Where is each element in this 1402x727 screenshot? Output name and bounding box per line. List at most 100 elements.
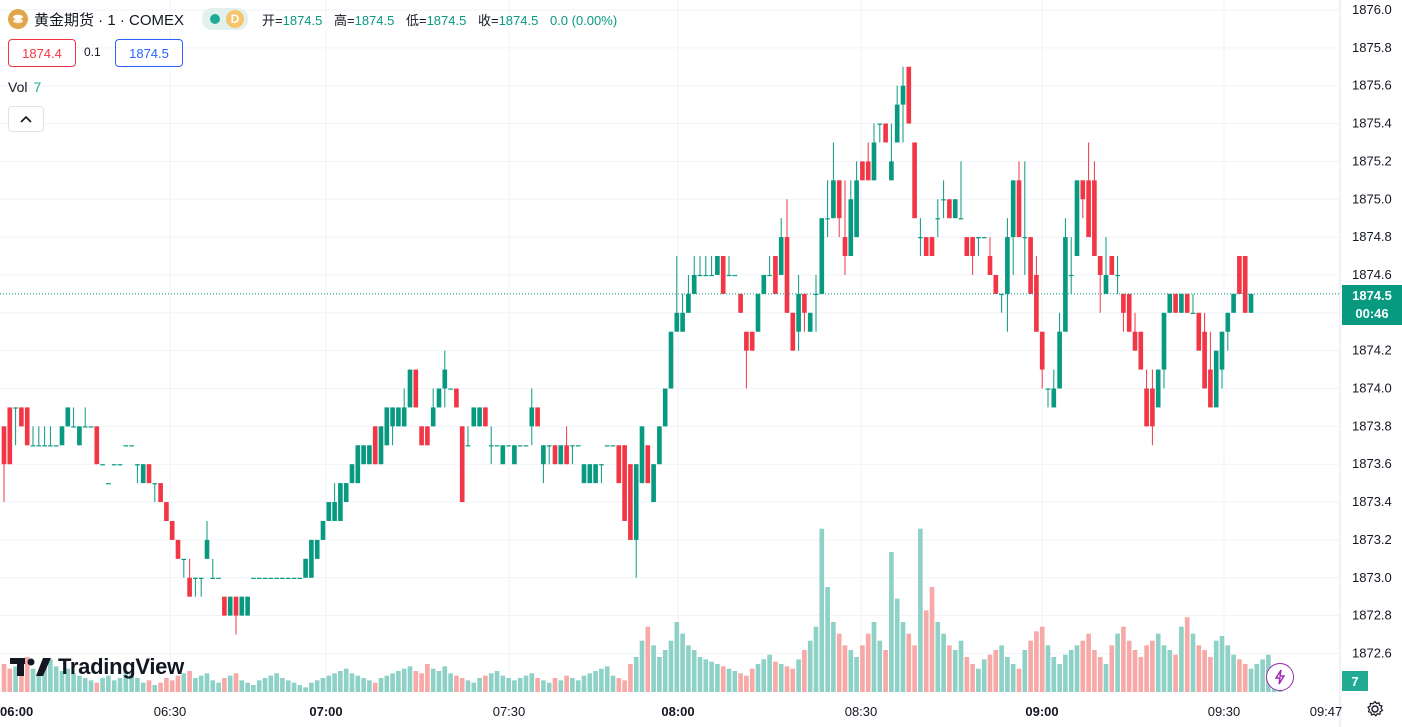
change-value: 0.0 (0.00%): [549, 12, 618, 28]
candle: [923, 237, 929, 257]
sell-button[interactable]: 1874.4: [8, 39, 76, 67]
volume-bar: [929, 587, 935, 692]
candle: [1010, 180, 1016, 275]
volume-bar: [773, 661, 778, 692]
candle: [935, 199, 941, 238]
high-value: 1874.5: [354, 12, 395, 28]
volume-bar: [587, 673, 593, 692]
market-status-pill[interactable]: D: [202, 8, 249, 30]
candle: [929, 237, 935, 257]
volume-bar: [1132, 650, 1138, 692]
volume-bar: [77, 675, 82, 692]
candle: [314, 539, 320, 559]
volume-bar: [285, 680, 291, 692]
collapse-legend-button[interactable]: [8, 106, 44, 132]
volume-bar: [778, 664, 784, 692]
symbol-title[interactable]: 黄金期货 · 1 · COMEX: [34, 11, 185, 29]
volume-bar: [558, 680, 564, 692]
candle: [703, 256, 709, 277]
volume-bar: [552, 678, 558, 692]
candle: [1196, 312, 1202, 351]
candle: [842, 180, 848, 275]
candle: [483, 407, 488, 427]
volume-bar: [726, 668, 732, 692]
gold-coins-icon[interactable]: [8, 9, 28, 29]
volume-bar: [222, 678, 227, 692]
volume-bar: [106, 675, 111, 692]
candle: [193, 577, 198, 597]
volume-bar: [1208, 657, 1213, 692]
candle: [836, 180, 842, 238]
candle: [413, 369, 419, 408]
chevron-up-icon: [20, 115, 32, 123]
volume-bar: [947, 645, 952, 692]
buy-button[interactable]: 1874.5: [115, 39, 183, 67]
volume-bar: [883, 650, 888, 692]
candle: [1051, 369, 1057, 408]
volume-bar: [204, 673, 210, 692]
candle: [1080, 180, 1086, 219]
volume-bar: [82, 678, 88, 692]
candle: [610, 445, 616, 447]
volume-bar: [181, 673, 187, 692]
candle: [1074, 180, 1080, 257]
candle: [691, 256, 697, 294]
candle: [227, 596, 233, 616]
volume-bar: [1010, 664, 1016, 692]
lightning-icon[interactable]: [1266, 663, 1294, 691]
candle: [546, 445, 552, 465]
volume-bar: [657, 657, 662, 692]
candle: [999, 293, 1004, 313]
tradingview-mark-icon: [10, 658, 51, 676]
x-tick-label: 07:30: [493, 704, 526, 719]
high-label: 高=: [334, 12, 355, 28]
volume-bar: [111, 680, 117, 692]
candle: [865, 142, 871, 181]
candle: [1005, 218, 1010, 332]
candle: [355, 445, 361, 484]
candle: [831, 142, 836, 219]
tradingview-logo[interactable]: TradingView: [10, 654, 184, 680]
gear-icon[interactable]: [1366, 700, 1384, 723]
time-axis[interactable]: 06:00 06:30 07:00 07:30 08:00 08:30 09:00 09:30…: [0, 704, 1342, 719]
volume-bar: [1213, 640, 1219, 692]
candle: [1039, 331, 1045, 389]
volume-bar: [691, 650, 697, 692]
candle: [222, 596, 227, 616]
candle: [349, 464, 355, 484]
volume-bar: [744, 675, 749, 692]
volume-bar: [1045, 645, 1051, 692]
candle: [1231, 293, 1236, 313]
volume-bar: [1063, 654, 1068, 692]
candle: [709, 256, 714, 277]
y-tick-label: 1875.4: [1352, 116, 1392, 131]
volume-bar: [7, 668, 13, 692]
candle: [906, 66, 912, 124]
candle: [1057, 312, 1062, 389]
volume-label: Vol: [8, 79, 28, 95]
volume-bar: [309, 682, 314, 692]
x-tick-label: 07:00: [309, 704, 342, 719]
volume-bar: [738, 673, 743, 692]
last-price: 1874.5: [1352, 288, 1392, 303]
volume-bar: [343, 668, 349, 692]
volume-bar: [53, 666, 59, 692]
candle: [1086, 142, 1091, 238]
volume-bar: [419, 673, 424, 692]
y-tick-label: 1872.8: [1352, 608, 1392, 623]
candle: [401, 388, 407, 427]
candle: [749, 331, 755, 351]
last-price-label: 1874.5 00:46: [1342, 285, 1402, 325]
volume-bar: [280, 678, 285, 692]
candle: [378, 426, 384, 465]
volume-bar: [13, 666, 18, 692]
candle: [338, 483, 343, 521]
volume-bar: [697, 657, 703, 692]
volume-bar: [581, 675, 587, 692]
candle: [981, 237, 987, 239]
y-tick-label: 1873.2: [1352, 532, 1392, 547]
volume-bar: [1231, 654, 1236, 692]
volume-bar: [175, 675, 181, 692]
volume-bar: [825, 587, 830, 692]
